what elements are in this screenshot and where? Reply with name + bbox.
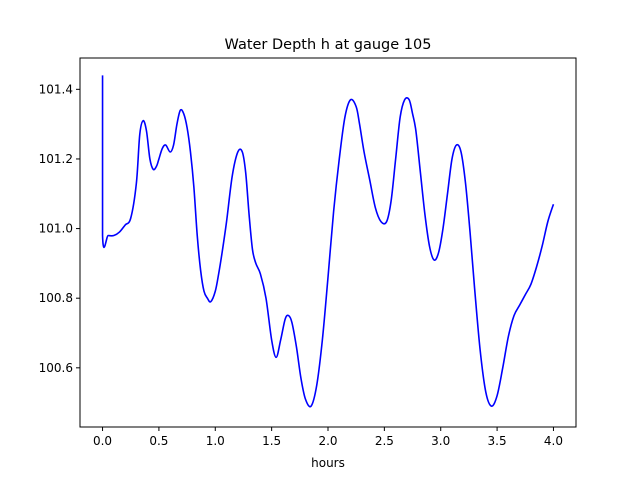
y-tick-label: 101.2	[39, 152, 73, 166]
series-layer	[101, 75, 555, 408]
y-tick-label: 100.6	[39, 361, 73, 375]
x-tick-label: 3.5	[488, 434, 507, 448]
plot-area-frame	[79, 57, 577, 428]
x-tick-label: 0.5	[149, 434, 168, 448]
x-tick-label: 2.0	[318, 434, 337, 448]
x-axis-label: hours	[311, 456, 345, 470]
x-axis-ticks: 0.0 0.5 1.0 1.5 2.0 2.5 3.0 3.5 4.0	[93, 427, 563, 448]
x-tick-label: 1.0	[206, 434, 225, 448]
y-tick-label: 100.8	[39, 291, 73, 305]
chart-title: Water Depth h at gauge 105	[225, 37, 432, 53]
x-tick-label: 3.0	[431, 434, 450, 448]
x-tick-label: 2.5	[375, 434, 394, 448]
y-tick-label: 101.0	[39, 222, 73, 236]
x-tick-label: 0.0	[93, 434, 112, 448]
y-tick-label: 101.4	[39, 82, 73, 96]
x-tick-label: 4.0	[544, 434, 563, 448]
series-line-0	[101, 75, 555, 408]
y-axis-ticks: 100.6 100.8 101.0 101.2 101.4	[39, 82, 80, 375]
x-tick-label: 1.5	[262, 434, 281, 448]
